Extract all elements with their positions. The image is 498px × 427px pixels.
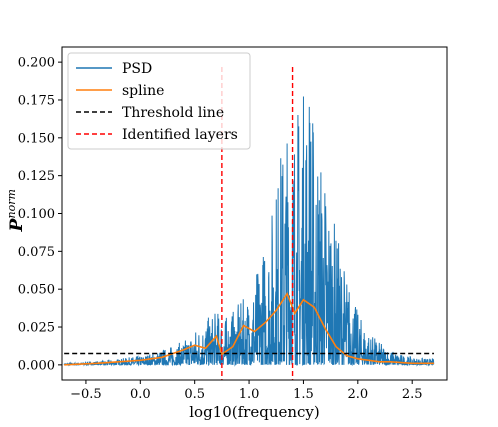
x-axis-label: log10(frequency) — [189, 403, 320, 421]
legend-box — [67, 52, 251, 150]
y-axis-ticks: 0.000 0.025 0.050 0.075 0.100 0.125 0.150 0.175… — [18, 56, 62, 373]
x-axis-ticks: −0.5 0.0 0.5 1.0 1.5 2.0 2.5 — [70, 380, 423, 402]
y-tick-label: 0.150 — [18, 131, 55, 146]
x-tick-label: 0.0 — [130, 387, 151, 402]
y-tick-label: 0.125 — [18, 169, 55, 184]
y-tick-label: 0.025 — [18, 321, 55, 336]
y-tick-label: 0.075 — [18, 245, 55, 260]
x-tick-label: 2.0 — [347, 387, 368, 402]
y-axis-label-main: P — [7, 218, 27, 233]
y-tick-label: 0.175 — [18, 93, 55, 108]
x-tick-label: −0.5 — [70, 387, 102, 402]
psd-series — [63, 96, 435, 367]
y-tick-label: 0.100 — [18, 207, 55, 222]
x-tick-label: 2.5 — [402, 387, 423, 402]
legend-label-1: PSD — [122, 61, 152, 77]
y-tick-label: 0.000 — [18, 358, 55, 373]
legend-label-3: Threshold line — [122, 105, 224, 121]
x-tick-label: 1.0 — [239, 387, 260, 402]
y-tick-label: 0.200 — [18, 56, 55, 71]
x-tick-label: 1.5 — [293, 387, 314, 402]
y-axis-label: P norm — [5, 189, 27, 232]
x-tick-label: 0.5 — [184, 387, 205, 402]
y-tick-label: 0.050 — [18, 283, 55, 298]
y-axis-label-sup: norm — [5, 189, 18, 218]
legend-label-2: spline — [122, 83, 164, 99]
psd-line — [63, 96, 435, 367]
legend-label-4: Identified layers — [122, 127, 238, 143]
legend: PSD spline Threshold line Identified layers — [67, 52, 251, 150]
